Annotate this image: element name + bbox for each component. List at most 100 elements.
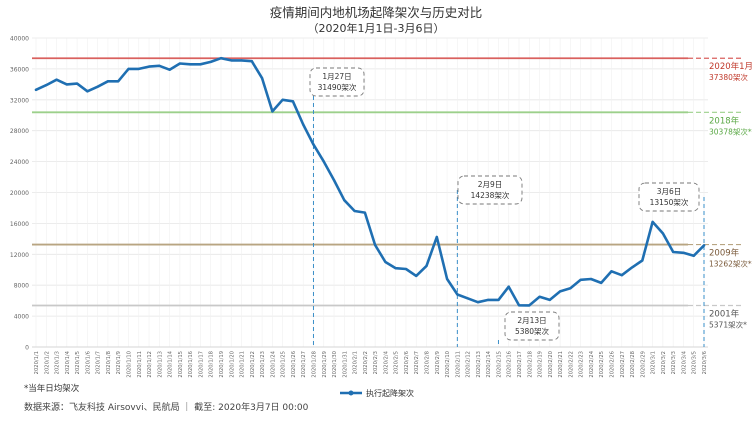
x-tick-label: 2020/2/19 [538,351,544,378]
x-tick-label: 2020/1/28 [311,351,317,378]
y-tick-label: 12000 [10,252,29,259]
x-tick-label: 2020/2/26 [610,351,616,378]
grid [32,37,708,348]
annotation-value: 5380架次 [515,326,550,336]
x-tick-label: 2020/2/10 [445,351,451,378]
x-tick-label: 2020/2/2 [363,351,369,374]
y-axis: 0 4000 8000 12000 16000 20000 24000 28000 32000 3… [10,36,29,352]
data-point [117,80,120,83]
data-point [86,90,89,93]
data-point [178,62,181,65]
y-tick-label: 0 [25,345,29,352]
data-point [620,274,623,277]
x-tick-label: 2020/2/4 [383,350,389,374]
x-axis: 2020/1/1 2020/1/2 2020/1/3 2020/1/4 2020/1/5… [34,350,708,377]
x-tick-label: 2020/1/20 [229,351,235,378]
data-point [34,88,38,91]
chart-subtitle: （2020年1月1日-3月6日） [308,21,445,35]
reference-lines [32,57,744,307]
data-point [702,244,706,247]
x-tick-label: 2020/1/13 [157,351,163,378]
x-tick-label: 2020/1/7 [96,351,102,374]
reference-value-label: 30378架次* [709,126,752,136]
x-tick-label: 2020/2/15 [496,351,502,378]
x-tick-label: 2020/1/15 [178,351,184,378]
y-tick-label: 36000 [10,66,29,73]
data-point [384,260,387,264]
data-point [548,298,551,301]
x-tick-label: 2020/1/6 [85,351,91,374]
x-tick-label: 2020/1/30 [332,351,338,378]
data-point [374,243,377,247]
annotation-box [638,182,700,212]
x-tick-label: 2020/2/17 [517,351,523,378]
data-point [353,209,356,213]
x-tick-label: 2020/1/10 [126,351,132,378]
x-tick-label: 2020/2/11 [455,351,461,378]
data-point [466,297,469,300]
data-point [106,80,110,83]
x-tick-label: 2020/2/22 [568,351,574,378]
data-point [476,301,480,304]
data-point [240,59,243,62]
annotation-date: 2月9日 [478,180,503,189]
data-point [137,67,140,70]
x-tick-label: 2020/1/2 [44,351,50,374]
data-point [65,83,68,86]
x-tick-label: 2020/3/1 [651,351,657,374]
data-point [559,290,562,293]
x-tick-label: 2020/2/24 [589,350,595,377]
data-point [630,266,634,269]
data-point [158,64,161,67]
data-point [55,78,58,81]
data-point [209,60,212,64]
x-tick-label: 2020/2/28 [630,351,636,378]
x-tick-label: 2020/2/6 [404,351,410,374]
y-tick-label: 20000 [10,190,29,197]
x-tick-label: 2020/2/29 [640,351,646,378]
y-tick-label: 24000 [10,159,29,166]
x-tick-label: 2020/3/6 [702,351,708,374]
x-tick-label: 2020/1/8 [106,351,112,374]
x-tick-label: 2020/2/18 [527,351,533,378]
data-point [661,232,664,235]
x-tick-label: 2020/1/29 [322,351,328,378]
x-tick-label: 2020/1/22 [250,351,256,378]
y-tick-label: 28000 [10,128,29,135]
data-point [641,259,644,262]
x-tick-label: 2020/1/23 [260,351,266,378]
x-tick-label: 2020/1/17 [198,351,204,378]
data-point [415,274,418,278]
annotation-value: 31490架次 [318,82,357,92]
data-point [332,179,336,182]
data-point [579,278,582,281]
data-point [291,100,295,103]
series [34,56,706,307]
data-point [569,287,572,290]
data-point [76,82,79,85]
x-tick-label: 2020/1/18 [209,351,215,378]
x-tick-label: 2020/2/8 [425,351,431,374]
x-tick-label: 2020/1/11 [137,351,143,378]
annotation-date: 1月27日 [322,72,351,81]
annotation-date: 2月13日 [517,316,546,325]
data-point [199,63,202,66]
data-point [96,85,99,88]
data-point [322,160,325,163]
data-point [610,270,613,273]
data-point [487,298,490,301]
y-tick-label: 40000 [10,36,29,43]
data-point [363,211,366,214]
x-tick-label: 2020/2/1 [353,351,359,374]
data-point [230,59,233,62]
reference-label: 2009年 [709,248,740,259]
x-tick-label: 2020/1/12 [147,351,153,378]
x-tick-label: 2020/1/9 [116,351,122,374]
data-point [219,57,223,60]
data-point [435,235,438,239]
y-tick-label: 16000 [10,221,29,228]
data-point [189,63,192,66]
x-tick-label: 2020/2/3 [373,351,379,374]
